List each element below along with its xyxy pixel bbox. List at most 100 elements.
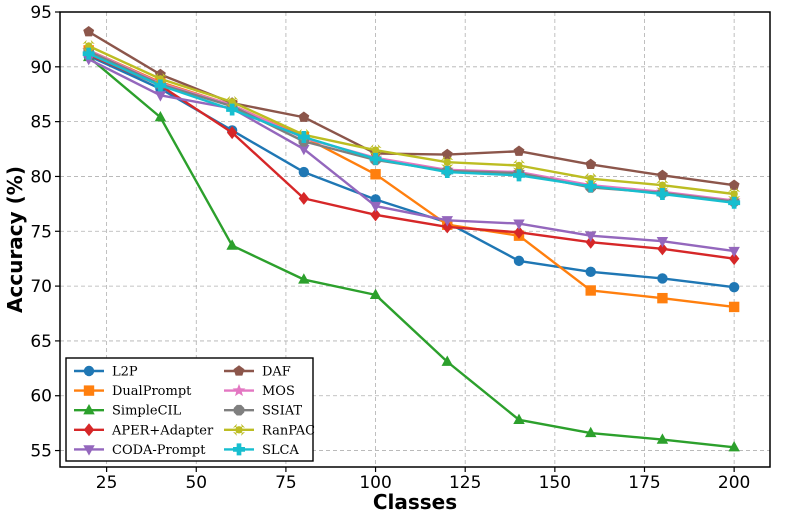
legend-marker-daf: [233, 365, 245, 376]
y-tick-label: 65: [30, 332, 52, 352]
series-line-mos: [88, 49, 735, 202]
axis-ticks: 25 50 75 100 125 150 175 200 55 60 65 70 75 80 85 90 95: [30, 3, 750, 493]
data-point-l2p: [585, 266, 596, 278]
legend-marker-l2p: [83, 365, 95, 377]
data-point-ranpac: [656, 179, 669, 192]
legend: L2P DualPrompt SimpleCIL APER+Adapter CODA-P…: [65, 357, 315, 462]
legend-item-mos: MOS: [224, 383, 295, 399]
data-point-simplecil: [513, 413, 525, 425]
legend-marker-ranpac: [232, 423, 246, 436]
data-point-slca: [154, 79, 167, 92]
x-axis-title: Classes: [373, 490, 457, 514]
series-line-slca: [88, 52, 735, 204]
data-point-l2p: [298, 166, 310, 178]
data-point-dualprompt: [370, 169, 381, 180]
data-point-coda-prompt: [298, 144, 310, 156]
data-point-ranpac: [441, 156, 454, 169]
data-point-daf: [728, 179, 740, 190]
legend-label: DualPrompt: [112, 384, 192, 399]
data-point-coda-prompt: [728, 246, 740, 258]
data-point-daf: [513, 145, 525, 156]
series-line-simplecil: [87, 56, 735, 449]
x-tick-label: 25: [96, 473, 118, 493]
legend-item-coda-prompt: CODA-Prompt: [74, 443, 206, 458]
series-ranpac: [82, 39, 741, 201]
data-point-simplecil: [369, 288, 382, 300]
data-point-slca: [656, 188, 669, 200]
series-line-aper-adapter: [88, 53, 735, 260]
data-point-simplecil: [154, 111, 167, 122]
y-tick-label: 70: [30, 277, 52, 297]
data-point-slca: [82, 47, 95, 60]
data-point-daf: [656, 169, 668, 180]
legend-item-simplecil: SimpleCIL: [74, 404, 182, 419]
legend-item-slca: SLCA: [224, 443, 299, 458]
data-point-slca: [369, 152, 382, 165]
series-line-ssiat: [88, 50, 735, 203]
series-line-ranpac: [88, 44, 735, 196]
y-tick-label: 85: [30, 113, 52, 133]
data-point-ranpac: [369, 144, 382, 157]
data-point-aper-adapter: [728, 252, 740, 266]
legend-marker-ssiat: [233, 404, 245, 416]
legend-marker-aper-adapter: [83, 423, 95, 437]
data-point-ranpac: [512, 159, 526, 172]
legend-marker-simplecil: [83, 403, 95, 415]
data-point-coda-prompt: [82, 54, 95, 66]
y-tick-label: 80: [30, 167, 52, 187]
y-axis-title: Accuracy (%): [3, 166, 27, 313]
data-point-simplecil: [728, 441, 740, 452]
y-tick-label: 95: [30, 3, 52, 23]
series-simplecil: [82, 50, 740, 452]
data-point-l2p: [513, 255, 525, 267]
legend-item-l2p: L2P: [74, 365, 138, 380]
legend-label: SLCA: [262, 443, 299, 458]
data-point-dualprompt: [585, 285, 596, 296]
data-point-simplecil: [441, 355, 453, 366]
data-point-simplecil: [226, 239, 238, 250]
data-point-coda-prompt: [441, 216, 453, 227]
x-tick-label: 75: [275, 473, 297, 493]
data-point-simplecil: [584, 426, 597, 438]
series-line-dualprompt: [88, 49, 735, 309]
legend-label: RanPAC: [262, 423, 315, 438]
legend-item-ssiat: SSIAT: [224, 404, 302, 419]
legend-item-ranpac: RanPAC: [224, 423, 315, 438]
series-layer: [82, 26, 741, 452]
data-point-daf: [298, 111, 310, 122]
data-point-aper-adapter: [370, 208, 381, 222]
data-point-l2p: [728, 281, 740, 293]
data-point-aper-adapter: [442, 220, 453, 234]
legend-label: APER+Adapter: [111, 423, 214, 438]
plot-frame: [59, 11, 771, 468]
data-point-ranpac: [728, 187, 741, 201]
legend-item-daf: DAF: [224, 365, 291, 380]
data-point-slca: [584, 180, 597, 193]
x-tick-label: 200: [718, 473, 750, 493]
y-tick-label: 55: [30, 442, 52, 462]
data-point-ranpac: [154, 72, 167, 85]
data-point-dualprompt: [728, 301, 740, 313]
data-point-slca: [513, 169, 525, 182]
legend-frame: [65, 357, 314, 462]
series-slca: [82, 47, 741, 209]
legend-marker-dualprompt: [83, 385, 95, 396]
legend-label: DAF: [262, 365, 291, 380]
data-point-aper-adapter: [585, 235, 596, 249]
legend-label: CODA-Prompt: [112, 443, 206, 458]
legend-marker-mos: [232, 383, 246, 397]
y-tick-label: 75: [30, 222, 52, 242]
data-point-slca: [728, 196, 741, 209]
legend-item-dualprompt: DualPrompt: [74, 384, 192, 399]
data-point-coda-prompt: [656, 236, 669, 248]
legend-marker-coda-prompt: [83, 445, 95, 456]
series-line-daf: [88, 30, 735, 187]
legend-label: SimpleCIL: [112, 404, 182, 419]
data-point-slca: [297, 131, 310, 143]
data-point-coda-prompt: [369, 201, 382, 213]
x-tick-label: 125: [449, 473, 481, 493]
y-tick-label: 90: [30, 58, 52, 78]
data-point-simplecil: [656, 433, 669, 444]
data-point-coda-prompt: [584, 231, 597, 242]
